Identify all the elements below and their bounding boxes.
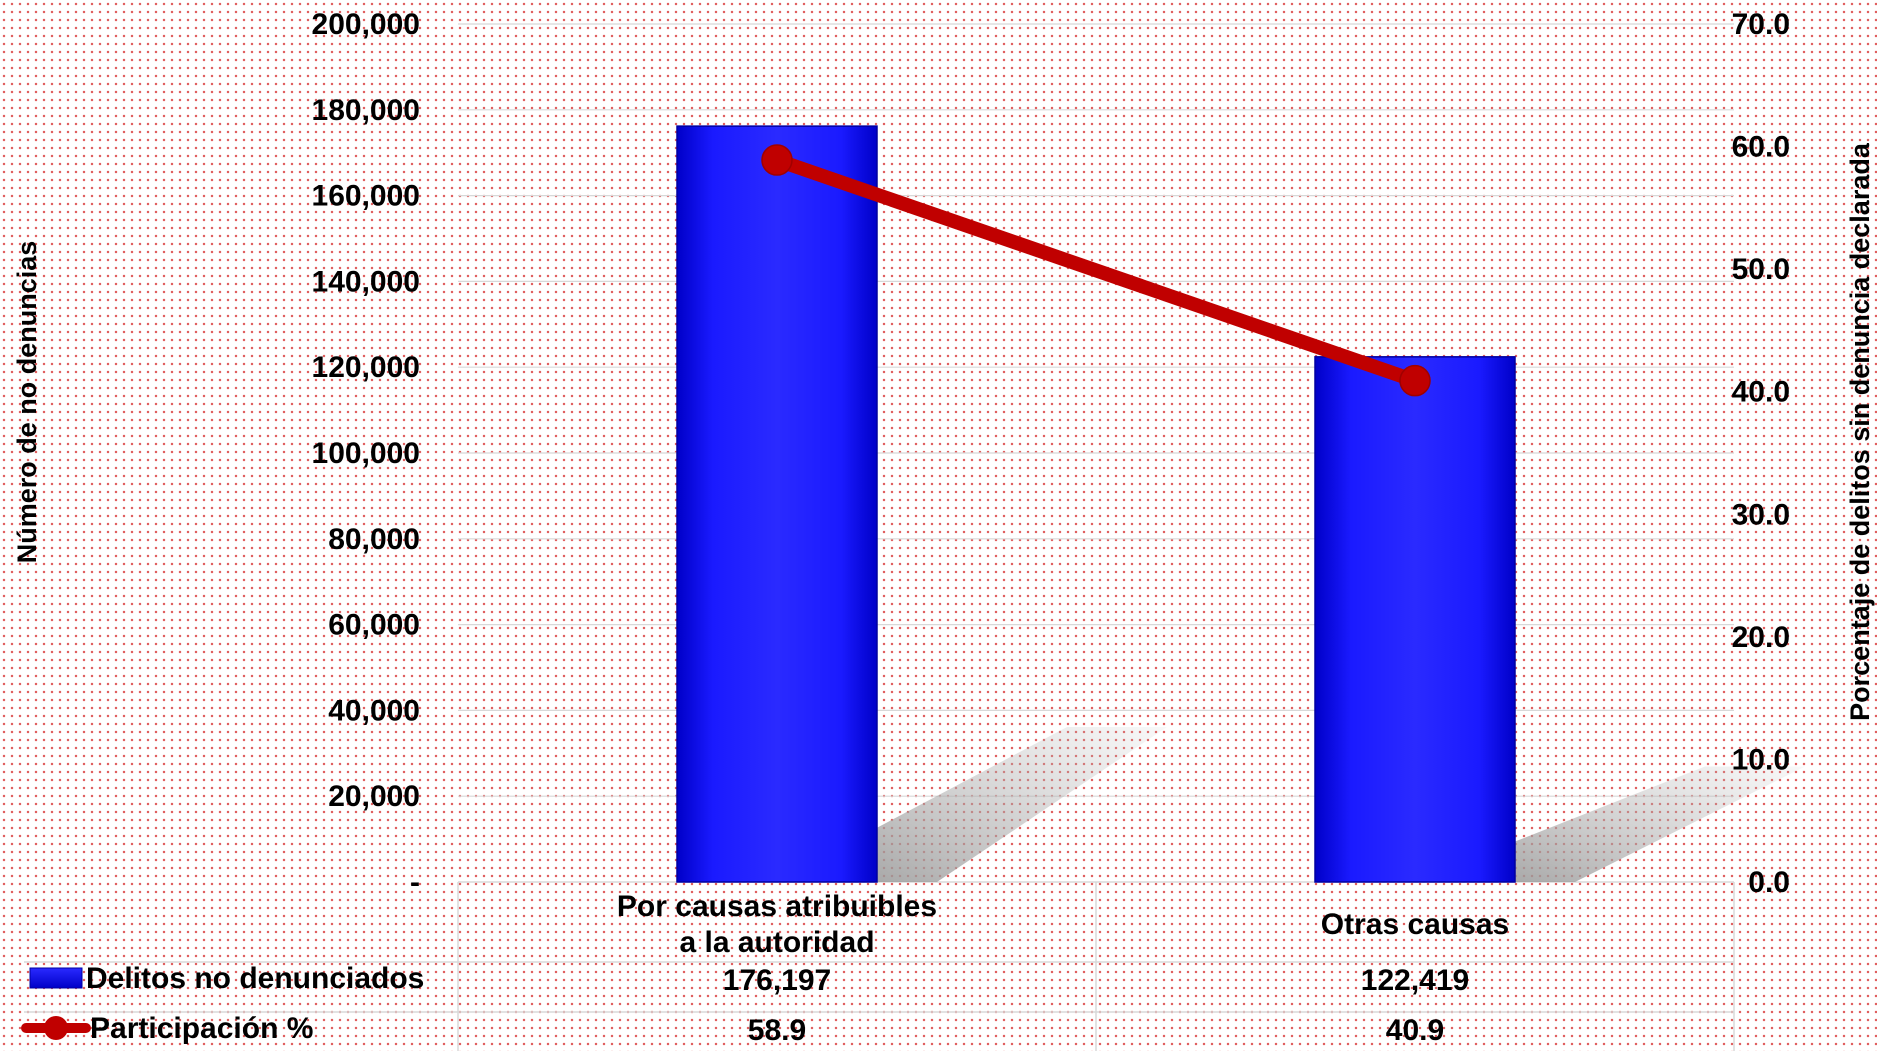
right-tick-label: 60.0	[1732, 131, 1790, 164]
table-value-bar: 122,419	[1361, 964, 1469, 997]
bars	[676, 125, 1516, 883]
left-tick-label: 160,000	[312, 180, 420, 213]
legend-label-line: Participación %	[90, 1012, 313, 1045]
left-tick-label: -	[410, 866, 420, 899]
category-labels: Por causas atribuibles a la autoridad Otra…	[617, 890, 1509, 959]
line-point-2	[1399, 364, 1431, 397]
table-value-bar: 176,197	[723, 964, 831, 997]
bar-2	[1314, 356, 1516, 883]
right-axis-title: Porcentaje de delitos sin denuncia decla…	[1845, 142, 1875, 721]
table-value-line: 58.9	[748, 1014, 806, 1047]
left-tick-label: 120,000	[312, 351, 420, 384]
legend-key-bar	[29, 967, 83, 989]
left-tick-label: 200,000	[312, 8, 420, 41]
category-label-line: a la autoridad	[679, 926, 874, 959]
category-label-line: Por causas atribuibles	[617, 890, 937, 923]
left-tick-label: 100,000	[312, 437, 420, 470]
right-axis-ticks: 0.0 10.0 20.0 30.0 40.0 50.0 60.0 70.0	[1732, 8, 1790, 899]
right-tick-label: 20.0	[1732, 621, 1790, 654]
left-tick-label: 40,000	[328, 694, 420, 727]
left-tick-label: 60,000	[328, 609, 420, 642]
gridlines	[458, 23, 1734, 797]
line-point-1	[761, 144, 793, 176]
left-tick-label: 140,000	[312, 265, 420, 298]
left-axis-title: Número de no denuncias	[12, 241, 42, 564]
category-label-line: Otras causas	[1321, 908, 1509, 941]
bar-1	[676, 125, 878, 883]
participation-line-path	[770, 153, 1422, 388]
legend-label-bar: Delitos no denunciados	[86, 962, 424, 995]
category-label: Otras causas	[1321, 908, 1509, 941]
right-tick-label: 30.0	[1732, 498, 1790, 531]
right-tick-label: 10.0	[1732, 743, 1790, 776]
category-label: Por causas atribuibles a la autoridad	[617, 890, 937, 959]
table-value-line: 40.9	[1386, 1014, 1444, 1047]
left-tick-label: 20,000	[328, 780, 420, 813]
bar-shadow	[1515, 766, 1805, 882]
data-table-lines	[24, 881, 1735, 1051]
data-table: Delitos no denunciados 176,197 122,419 Part…	[21, 962, 1469, 1047]
bar-shadows	[877, 727, 1805, 882]
participation-line	[761, 144, 1431, 397]
bar-shadow	[877, 727, 1167, 882]
left-tick-label: 80,000	[328, 523, 420, 556]
right-tick-label: 40.0	[1732, 376, 1790, 409]
right-tick-label: 50.0	[1732, 253, 1790, 286]
right-tick-label: 70.0	[1732, 8, 1790, 41]
left-tick-label: 180,000	[312, 94, 420, 127]
legend-key-marker	[44, 1016, 68, 1040]
right-tick-label: 0.0	[1748, 866, 1790, 899]
left-axis-ticks: - 20,000 40,000 60,000 80,000 100,000 120,000 1…	[312, 8, 420, 899]
